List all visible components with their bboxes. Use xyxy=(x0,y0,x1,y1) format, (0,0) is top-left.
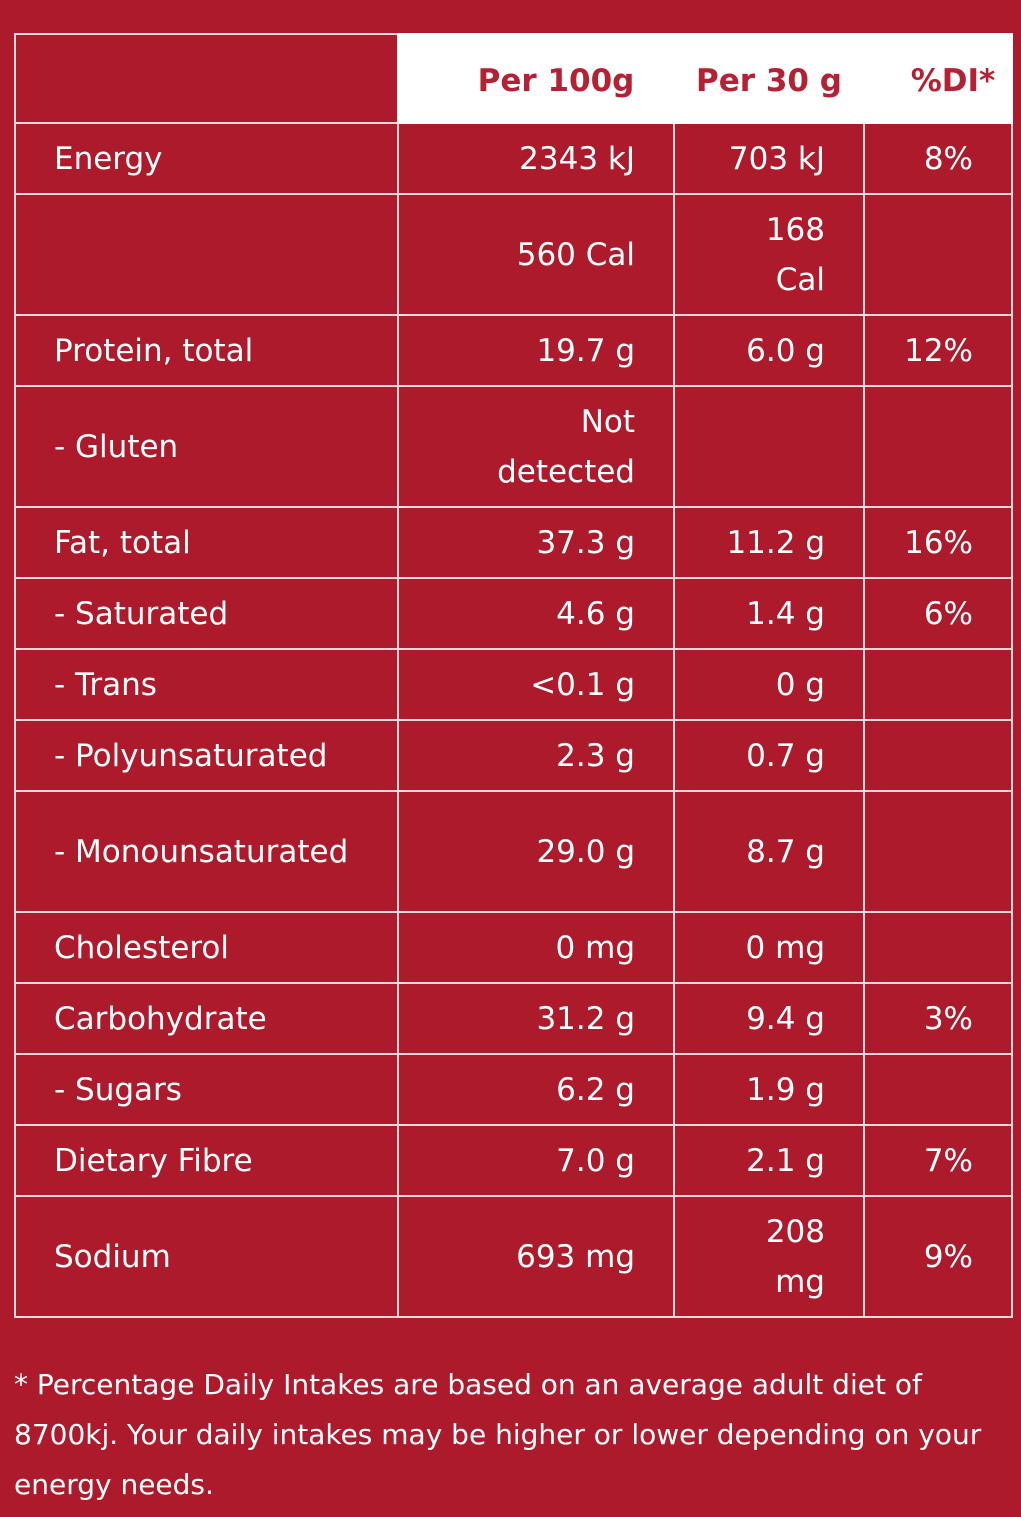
value-per-30g: 11.2 g xyxy=(673,506,865,579)
table-row: Carbohydrate 31.2 g 9.4 g 3% xyxy=(14,982,1013,1055)
value-per-100g: 29.0 g xyxy=(397,790,675,913)
value-per-30g: 703 kJ xyxy=(673,122,865,195)
value-per-30g: 6.0 g xyxy=(673,314,865,387)
value-daily-intake xyxy=(863,648,1013,721)
nutrient-name: - Monounsaturated xyxy=(14,790,399,913)
table-row: - Monounsaturated 29.0 g 8.7 g xyxy=(14,790,1013,913)
value-per-100g: 560 Cal xyxy=(397,193,675,316)
value-daily-intake xyxy=(863,193,1013,316)
value-per-100g: 0 mg xyxy=(397,911,675,984)
value-daily-intake: 8% xyxy=(863,122,1013,195)
value-daily-intake: 9% xyxy=(863,1195,1013,1318)
value-per-100g: 19.7 g xyxy=(397,314,675,387)
value-per-100g: 7.0 g xyxy=(397,1124,675,1197)
nutrient-name: - Sugars xyxy=(14,1053,399,1126)
value-per-100g: 693 mg xyxy=(397,1195,675,1318)
nutrition-table: Per 100g Per 30 g %DI* Energy 2343 kJ 70… xyxy=(14,33,1013,1318)
table-row: - Polyunsaturated 2.3 g 0.7 g xyxy=(14,719,1013,792)
table-row: - Trans <0.1 g 0 g xyxy=(14,648,1013,721)
value-daily-intake: 3% xyxy=(863,982,1013,1055)
value-daily-intake: 7% xyxy=(863,1124,1013,1197)
value-per-30g: 1.4 g xyxy=(673,577,865,650)
value-per-100g: 2343 kJ xyxy=(397,122,675,195)
value-per-100g: 31.2 g xyxy=(397,982,675,1055)
value-daily-intake xyxy=(863,911,1013,984)
table-row: - Saturated 4.6 g 1.4 g 6% xyxy=(14,577,1013,650)
header-blank-cell xyxy=(14,33,399,124)
value-per-30g xyxy=(673,385,865,508)
nutrient-name: - Saturated xyxy=(14,577,399,650)
table-row: 560 Cal 168 Cal xyxy=(14,193,1013,316)
table-row: Sodium 693 mg 208 mg 9% xyxy=(14,1195,1013,1318)
value-per-30g: 208 mg xyxy=(673,1195,865,1318)
nutrient-name xyxy=(14,193,399,316)
table-row: Protein, total 19.7 g 6.0 g 12% xyxy=(14,314,1013,387)
table-row: Dietary Fibre 7.0 g 2.1 g 7% xyxy=(14,1124,1013,1197)
nutrient-name: Carbohydrate xyxy=(14,982,399,1055)
value-per-30g: 1.9 g xyxy=(673,1053,865,1126)
table-row: Cholesterol 0 mg 0 mg xyxy=(14,911,1013,984)
nutrient-name: Sodium xyxy=(14,1195,399,1318)
value-per-30g: 0 g xyxy=(673,648,865,721)
footnote: * Percentage Daily Intakes are based on … xyxy=(14,1368,982,1501)
value-per-100g: <0.1 g xyxy=(397,648,675,721)
value-daily-intake xyxy=(863,790,1013,913)
nutrient-name: Protein, total xyxy=(14,314,399,387)
value-per-30g: 168 Cal xyxy=(673,193,865,316)
nutrient-name: Dietary Fibre xyxy=(14,1124,399,1197)
value-per-30g: 0.7 g xyxy=(673,719,865,792)
value-daily-intake xyxy=(863,1053,1013,1126)
nutrient-name: Fat, total xyxy=(14,506,399,579)
nutrient-name: - Polyunsaturated xyxy=(14,719,399,792)
value-daily-intake: 16% xyxy=(863,506,1013,579)
nutrient-name: - Trans xyxy=(14,648,399,721)
table-row: - Gluten Not detected xyxy=(14,385,1013,508)
header-daily-intake: %DI* xyxy=(863,33,1013,124)
value-per-30g: 2.1 g xyxy=(673,1124,865,1197)
value-daily-intake xyxy=(863,719,1013,792)
value-per-30g: 9.4 g xyxy=(673,982,865,1055)
value-per-100g: Not detected xyxy=(397,385,675,508)
header-per-30g: Per 30 g xyxy=(673,33,865,124)
value-per-30g: 0 mg xyxy=(673,911,865,984)
table-row: - Sugars 6.2 g 1.9 g xyxy=(14,1053,1013,1126)
nutrient-name: Energy xyxy=(14,122,399,195)
value-per-100g: 6.2 g xyxy=(397,1053,675,1126)
value-per-100g: 37.3 g xyxy=(397,506,675,579)
value-per-100g: 4.6 g xyxy=(397,577,675,650)
nutrient-name: - Gluten xyxy=(14,385,399,508)
table-row: Energy 2343 kJ 703 kJ 8% xyxy=(14,122,1013,195)
value-per-100g: 2.3 g xyxy=(397,719,675,792)
value-daily-intake: 12% xyxy=(863,314,1013,387)
header-per-100g: Per 100g xyxy=(397,33,675,124)
value-daily-intake xyxy=(863,385,1013,508)
table-row: Fat, total 37.3 g 11.2 g 16% xyxy=(14,506,1013,579)
value-daily-intake: 6% xyxy=(863,577,1013,650)
table-header-row: Per 100g Per 30 g %DI* xyxy=(14,33,1013,124)
nutrient-name: Cholesterol xyxy=(14,911,399,984)
value-per-30g: 8.7 g xyxy=(673,790,865,913)
